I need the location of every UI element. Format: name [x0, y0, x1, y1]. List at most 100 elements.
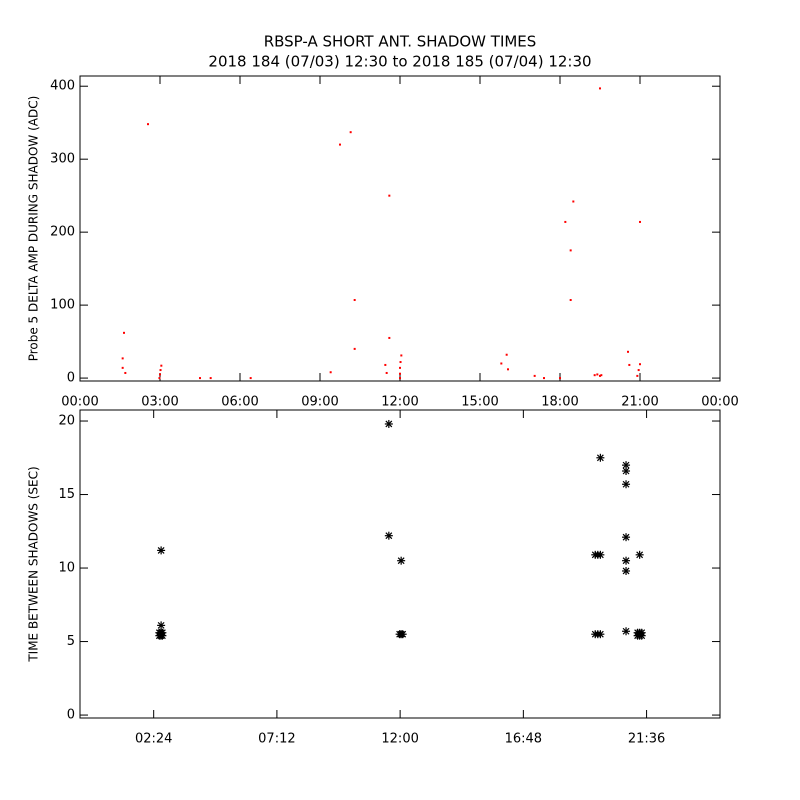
data-point: [622, 627, 631, 636]
data-point: [121, 366, 124, 369]
data-point: [400, 354, 403, 357]
data-point: [388, 336, 391, 339]
x-tick-label: 16:48: [505, 732, 542, 747]
x-tick-label: 21:00: [621, 395, 658, 410]
data-point: [399, 366, 401, 369]
asterisk-stroke: [596, 551, 604, 559]
x-tick-label: 12:00: [381, 395, 418, 410]
y-tick-label: 0: [67, 371, 75, 386]
data-point: [158, 628, 167, 637]
data-point: [533, 374, 536, 377]
data-point: [622, 533, 631, 542]
data-point: [569, 299, 572, 302]
asterisk-stroke: [397, 557, 405, 565]
x-tick-label: 02:24: [135, 732, 172, 747]
data-point: [121, 357, 124, 360]
y-axis-label: TIME BETWEEN SHADOWS (SEC): [27, 466, 41, 662]
data-point: [199, 377, 201, 380]
asterisk-stroke: [157, 546, 165, 554]
data-point: [384, 419, 393, 428]
data-point: [157, 546, 166, 555]
y-tick-label: 20: [58, 414, 75, 429]
data-point: [397, 556, 406, 565]
asterisk-stroke: [622, 567, 630, 575]
y-tick-label: 0: [67, 708, 75, 723]
data-point: [329, 371, 332, 374]
x-tick-label: 15:00: [461, 395, 498, 410]
asterisk-stroke: [622, 533, 630, 541]
y-tick-label: 100: [50, 298, 75, 313]
data-point: [596, 373, 599, 376]
y-tick-label: 400: [50, 79, 75, 94]
data-point: [249, 377, 252, 380]
chart-title: RBSP-A SHORT ANT. SHADOW TIMES: [264, 33, 537, 51]
data-point: [572, 200, 575, 203]
data-point: [637, 628, 646, 637]
data-point: [505, 353, 508, 356]
asterisk-stroke: [385, 420, 393, 428]
data-point: [543, 377, 545, 380]
data-point: [159, 373, 161, 376]
data-point: [600, 374, 603, 377]
y-tick-label: 15: [58, 487, 75, 502]
data-point: [157, 621, 166, 630]
asterisk-stroke: [636, 551, 644, 559]
y-tick-label: 10: [58, 561, 75, 576]
x-tick-label: 12:00: [381, 732, 418, 747]
x-tick-label: 09:00: [301, 395, 338, 410]
data-point: [596, 453, 605, 462]
data-point: [349, 131, 352, 134]
data-point: [353, 347, 356, 350]
data-point: [599, 87, 601, 90]
x-tick-label: 21:36: [628, 732, 665, 747]
chart-subtitle: 2018 184 (07/03) 12:30 to 2018 185 (07/0…: [208, 53, 591, 71]
data-point: [353, 299, 356, 302]
data-point: [622, 566, 631, 575]
x-tick-label: 18:00: [541, 395, 578, 410]
y-tick-label: 200: [50, 225, 75, 240]
x-tick-label: 07:12: [258, 732, 295, 747]
asterisk-stroke: [638, 629, 646, 637]
data-point: [564, 220, 567, 223]
asterisk-stroke: [399, 630, 407, 638]
data-point: [123, 331, 125, 334]
data-point: [339, 143, 341, 146]
data-point: [559, 377, 561, 380]
data-point: [158, 377, 161, 380]
asterisk-stroke: [385, 532, 393, 540]
data-point: [399, 361, 402, 364]
asterisk-stroke: [622, 480, 630, 488]
asterisk-stroke: [158, 629, 166, 637]
data-point: [639, 363, 641, 366]
data-point: [385, 371, 388, 374]
data-point: [160, 364, 163, 367]
data-point: [627, 350, 629, 353]
data-point: [593, 374, 596, 377]
asterisk-stroke: [622, 627, 630, 635]
y-tick-label: 300: [50, 152, 75, 167]
data-point: [399, 372, 401, 375]
data-point: [209, 377, 212, 380]
data-point: [599, 374, 601, 377]
data-point: [622, 480, 631, 489]
data-point: [639, 220, 641, 223]
x-tick-label: 00:00: [61, 395, 98, 410]
data-point: [635, 550, 644, 559]
data-point: [569, 249, 572, 252]
data-point: [384, 531, 393, 540]
asterisk-stroke: [596, 630, 604, 638]
asterisk-stroke: [622, 467, 630, 475]
data-point: [628, 363, 631, 366]
data-point: [507, 368, 509, 371]
data-point: [500, 362, 503, 365]
data-point: [399, 377, 401, 380]
data-point: [636, 374, 639, 377]
data-point: [124, 371, 127, 374]
asterisk-stroke: [157, 621, 165, 629]
asterisk-stroke: [622, 461, 630, 469]
x-tick-label: 03:00: [141, 395, 178, 410]
data-point: [622, 467, 631, 476]
x-tick-label: 06:00: [221, 395, 258, 410]
